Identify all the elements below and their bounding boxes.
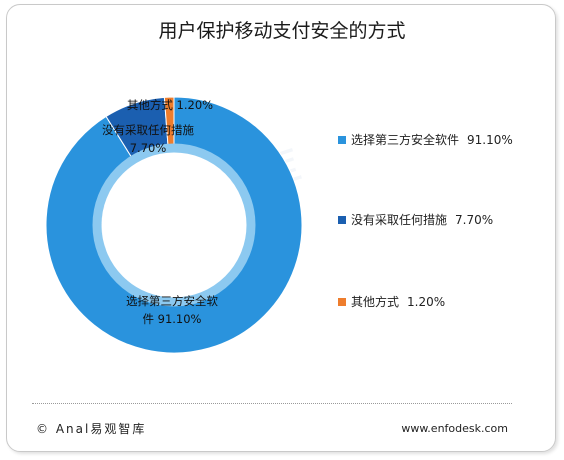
legend-item-no-measures: 没有采取任何措施 7.70% (338, 211, 493, 228)
chart-frame (6, 4, 556, 452)
legend-swatch (338, 297, 346, 306)
slice-label-third-party-software: 选择第三方安全软件 91.10% (126, 294, 218, 326)
legend-item-third-party-software: 选择第三方安全软件 91.10% (338, 131, 513, 148)
legend-label: 其他方式 (351, 295, 400, 309)
legend-label: 没有采取任何措施 (351, 213, 448, 227)
legend-item-other-methods: 其他方式 1.20% (338, 293, 445, 310)
footer-copyright: © Anal易观智库 (36, 422, 147, 436)
footer-website: www.enfodesk.com (401, 422, 508, 435)
chart-title: 用户保护移动支付安全的方式 (158, 20, 406, 42)
legend-swatch (338, 215, 346, 224)
footer-divider (32, 403, 512, 404)
legend-value: 91.10% (467, 132, 513, 147)
slice-label-other-methods: 其他方式 1.20% (127, 98, 213, 112)
donut-hole (102, 153, 246, 297)
legend-value: 7.70% (455, 212, 494, 227)
legend-value: 1.20% (407, 294, 446, 309)
donut-inner-ring (92, 143, 256, 307)
slice-label-no-measures: 没有采取任何措施 7.70% (102, 123, 194, 155)
legend-label: 选择第三方安全软件 (351, 133, 460, 147)
legend-swatch (338, 135, 346, 144)
